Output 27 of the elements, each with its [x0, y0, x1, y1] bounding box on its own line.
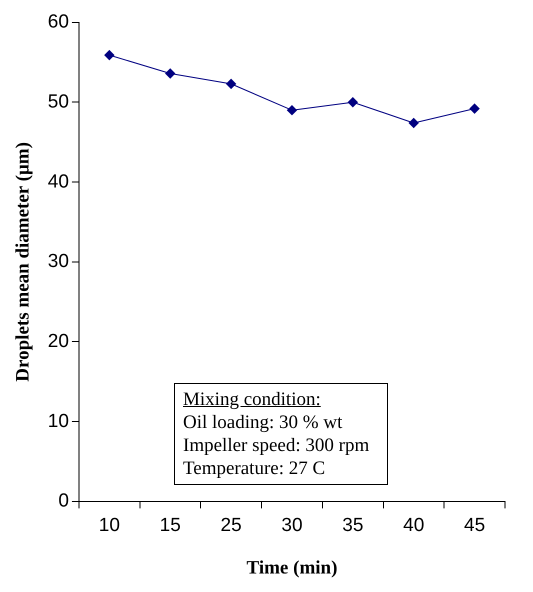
- x-tick-label: 10: [98, 515, 120, 536]
- annotation: Temperature: 27 C: [183, 457, 326, 480]
- y-tick-label: 0: [58, 490, 69, 512]
- annotation: Impeller speed: 300 rpm: [183, 434, 370, 457]
- y-tick-label: 20: [48, 330, 69, 352]
- point: [286, 105, 297, 116]
- y-axis-title: Droplets mean diameter (μm): [12, 142, 34, 382]
- y-tick-label: 40: [48, 171, 69, 192]
- point: [348, 97, 358, 108]
- y-tick-label: 10: [48, 410, 69, 432]
- x-tick-label: 25: [220, 515, 242, 536]
- x-axis-title: Time (min): [246, 558, 338, 579]
- point: [408, 118, 419, 128]
- x-tick-label: 35: [342, 515, 364, 536]
- point: [226, 78, 236, 89]
- x-tick-label: 30: [281, 515, 303, 536]
- x-tick-label: 40: [403, 515, 424, 536]
- annotation: Mixing condition:: [183, 388, 322, 411]
- y-tick-label: 60: [48, 12, 69, 33]
- y-tick-label: 30: [48, 251, 69, 272]
- point: [165, 68, 176, 78]
- point: [104, 50, 114, 60]
- point: [470, 104, 480, 114]
- x-tick-label: 15: [160, 515, 181, 536]
- annotation: Oil loading: 30 % wt: [183, 411, 344, 434]
- x-tick-label: 45: [464, 515, 486, 536]
- y-tick-label: 50: [48, 91, 69, 112]
